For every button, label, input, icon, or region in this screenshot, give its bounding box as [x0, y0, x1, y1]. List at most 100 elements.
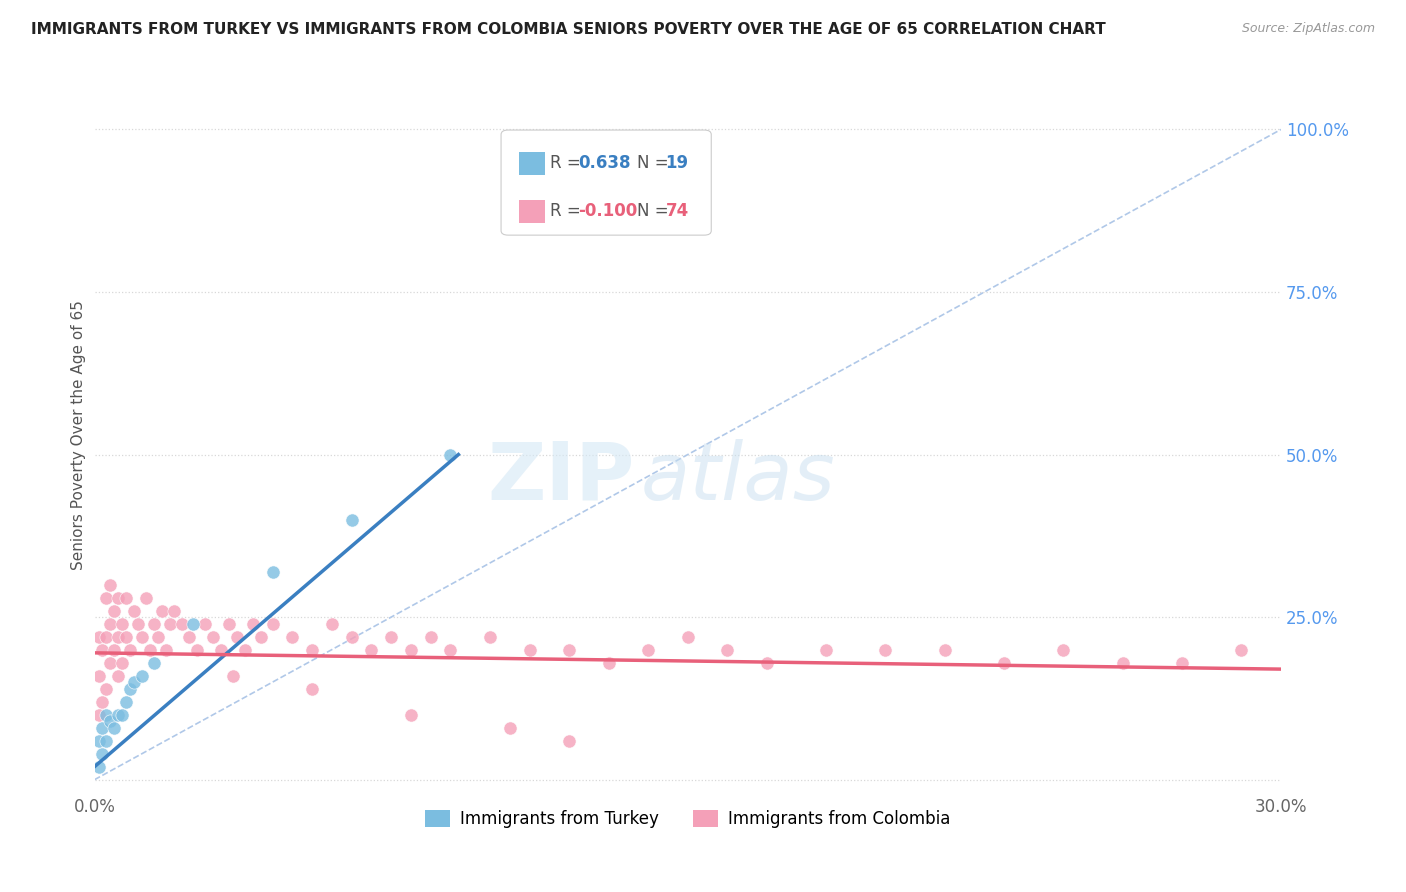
Point [1112, 656, 1135, 670]
Point [209, 642, 232, 657]
Point [87, 668, 110, 682]
Point [222, 668, 245, 682]
Text: Source: ZipAtlas.com: Source: ZipAtlas.com [1241, 22, 1375, 36]
Point [115, 630, 138, 644]
Point [150, 604, 173, 618]
Point [122, 675, 145, 690]
Text: IMMIGRANTS FROM TURKEY VS IMMIGRANTS FROM COLOMBIA SENIORS POVERTY OVER THE AGE : IMMIGRANTS FROM TURKEY VS IMMIGRANTS FRO… [31, 22, 1105, 37]
Point [1171, 656, 1194, 670]
Point [194, 616, 217, 631]
Point [598, 656, 620, 670]
Text: N =: N = [637, 154, 675, 172]
Point [103, 604, 125, 618]
Point [120, 642, 142, 657]
Point [96, 591, 118, 605]
Point [111, 656, 134, 670]
Point [146, 630, 169, 644]
Point [122, 604, 145, 618]
Point [155, 642, 177, 657]
Point [301, 681, 323, 696]
Point [183, 616, 205, 631]
Point [218, 616, 240, 631]
Point [380, 630, 402, 644]
Point [87, 707, 110, 722]
Point [87, 630, 110, 644]
Point [135, 591, 157, 605]
Text: -0.100: -0.100 [578, 202, 638, 220]
Point [301, 642, 323, 657]
Point [262, 616, 284, 631]
Point [934, 642, 956, 657]
Point [163, 604, 186, 618]
Point [226, 630, 249, 644]
Point [242, 616, 264, 631]
Point [107, 668, 129, 682]
Point [281, 630, 304, 644]
Point [202, 630, 225, 644]
Point [233, 642, 256, 657]
Point [142, 656, 165, 670]
Legend: Immigrants from Turkey, Immigrants from Colombia: Immigrants from Turkey, Immigrants from … [419, 803, 956, 834]
Text: R =: R = [550, 202, 586, 220]
Text: ZIP: ZIP [486, 439, 634, 517]
Point [360, 642, 382, 657]
Point [875, 642, 897, 657]
Point [111, 707, 134, 722]
Text: R =: R = [550, 154, 586, 172]
Point [127, 616, 149, 631]
Point [87, 759, 110, 773]
Point [96, 681, 118, 696]
Point [419, 630, 441, 644]
Point [131, 668, 153, 682]
Point [262, 565, 284, 579]
Point [321, 616, 343, 631]
Point [120, 681, 142, 696]
Point [96, 707, 118, 722]
Point [637, 642, 659, 657]
Point [170, 616, 193, 631]
Text: atlas: atlas [640, 439, 835, 517]
Point [179, 630, 201, 644]
Point [519, 642, 541, 657]
Point [716, 642, 738, 657]
Point [139, 642, 162, 657]
Point [91, 747, 114, 761]
Point [815, 642, 838, 657]
Point [115, 695, 138, 709]
Point [399, 707, 422, 722]
Point [91, 721, 114, 735]
Point [107, 630, 129, 644]
Point [100, 616, 122, 631]
Text: N =: N = [637, 202, 675, 220]
Point [131, 630, 153, 644]
Point [479, 630, 502, 644]
Point [558, 642, 581, 657]
Point [100, 714, 122, 728]
Point [87, 733, 110, 747]
Point [159, 616, 181, 631]
Point [103, 642, 125, 657]
Point [399, 642, 422, 657]
Point [107, 707, 129, 722]
Point [499, 721, 522, 735]
Point [91, 642, 114, 657]
Text: 0.638: 0.638 [578, 154, 631, 172]
Point [91, 695, 114, 709]
Point [107, 591, 129, 605]
Point [96, 733, 118, 747]
Y-axis label: Seniors Poverty Over the Age of 65: Seniors Poverty Over the Age of 65 [72, 300, 86, 570]
Point [111, 616, 134, 631]
Text: 74: 74 [665, 202, 689, 220]
Point [96, 630, 118, 644]
Point [1230, 642, 1253, 657]
Point [755, 656, 778, 670]
Point [1052, 642, 1074, 657]
Point [439, 448, 461, 462]
Point [186, 642, 208, 657]
Point [100, 656, 122, 670]
Point [558, 733, 581, 747]
Point [142, 616, 165, 631]
Point [676, 630, 699, 644]
Point [100, 577, 122, 591]
Point [115, 591, 138, 605]
